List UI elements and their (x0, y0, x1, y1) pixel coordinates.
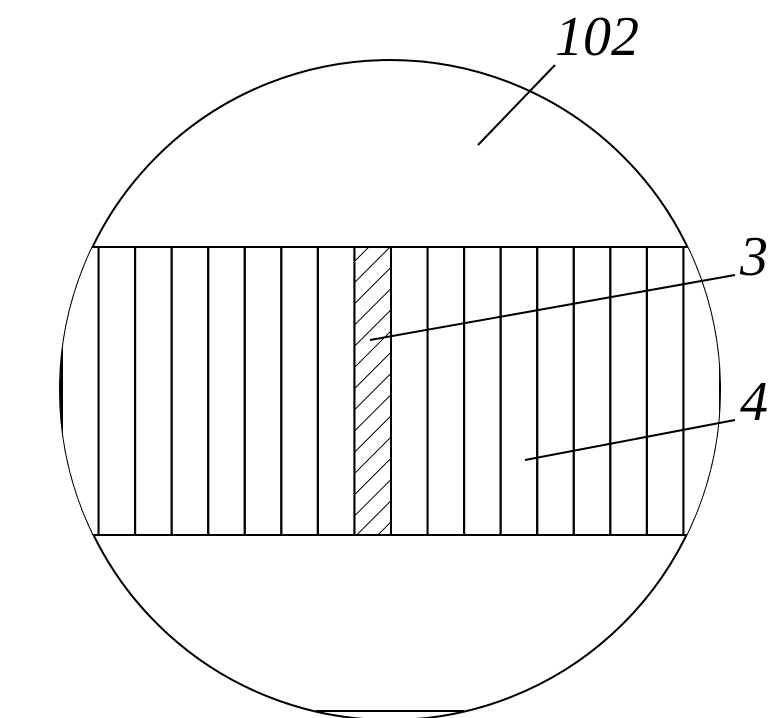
stripe-block (62, 247, 720, 535)
label-4: 4 (740, 371, 768, 433)
stripe (172, 247, 209, 535)
stripe (537, 247, 574, 535)
stripe (683, 247, 720, 535)
stripe (208, 247, 245, 535)
stripe (574, 247, 611, 535)
stripe (428, 247, 465, 535)
stripe (99, 247, 136, 535)
hatched-stripe (354, 247, 391, 535)
label-102: 102 (555, 6, 639, 68)
stripe (135, 247, 172, 535)
stripe (245, 247, 282, 535)
label-3: 3 (739, 226, 768, 288)
stripe (610, 247, 647, 535)
stripe (391, 247, 428, 535)
stripe (318, 247, 355, 535)
clipped-content (62, 247, 720, 711)
stripe (464, 247, 501, 535)
leader-102 (478, 65, 555, 145)
stripe (281, 247, 318, 535)
stripe (501, 247, 538, 535)
stripe (62, 247, 99, 535)
